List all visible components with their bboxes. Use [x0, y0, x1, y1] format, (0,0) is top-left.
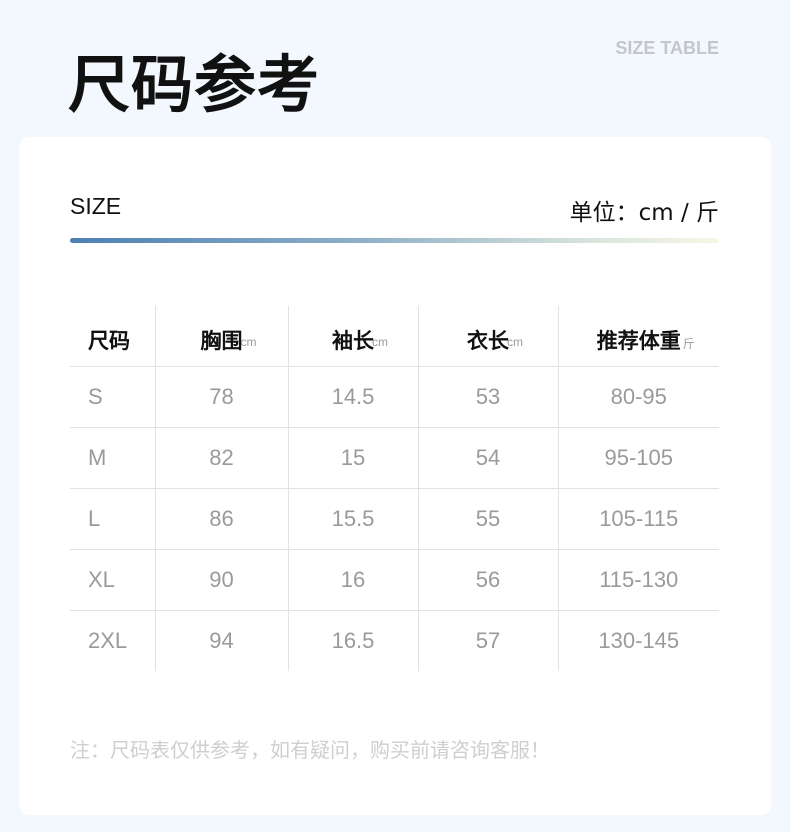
unit-label: 单位：cm / 斤	[569, 200, 719, 226]
table-row: M 82 15 54 95-105	[70, 427, 719, 489]
table-row: S 78 14.5 53 80-95	[70, 366, 719, 428]
page-title: 尺码参考	[68, 48, 321, 121]
table-cell: 82	[155, 427, 289, 489]
table-cell: 15	[288, 427, 419, 489]
size-card: SIZE 单位：cm / 斤 尺码 胸围 cm 袖长 cm 衣长 cm 推荐体重斤 S 78 14…	[19, 137, 771, 815]
size-table: 尺码 胸围 cm 袖长 cm 衣长 cm 推荐体重斤 S 78 14.5 53 80-95 M 82 15 5…	[70, 306, 719, 671]
table-cell: 54	[418, 427, 559, 489]
table-cell: 86	[155, 488, 289, 550]
column-header-label: 尺码	[88, 328, 130, 353]
table-row: XL 90 16 56 115-130	[70, 549, 719, 611]
table-cell: 16	[288, 549, 419, 611]
column-header: 推荐体重斤	[558, 306, 719, 367]
table-cell: 16.5	[288, 610, 419, 671]
unit-superscript: 斤	[682, 336, 695, 351]
column-header-label: 胸围 cm	[200, 328, 257, 353]
table-cell: 94	[155, 610, 289, 671]
table-cell: 2XL	[70, 610, 156, 671]
column-header: 尺码	[70, 306, 156, 367]
table-cell: 14.5	[288, 366, 419, 428]
table-cell: 105-115	[558, 488, 719, 550]
table-cell: 53	[418, 366, 559, 428]
column-header: 衣长 cm	[418, 306, 559, 367]
table-cell: L	[70, 488, 156, 550]
size-label: SIZE	[70, 193, 122, 219]
column-header-label: 衣长 cm	[467, 328, 523, 353]
table-cell: 90	[155, 549, 289, 611]
gradient-divider	[70, 238, 719, 243]
page-subtitle: SIZE TABLE	[615, 38, 719, 58]
table-cell: 56	[418, 549, 559, 611]
table-cell: 57	[418, 610, 559, 671]
unit-superscript: cm	[372, 334, 388, 349]
table-cell: 80-95	[558, 366, 719, 428]
column-header-label: 推荐体重斤	[596, 328, 695, 353]
table-cell: 15.5	[288, 488, 419, 550]
table-cell: 95-105	[558, 427, 719, 489]
column-header-label: 袖长 cm	[332, 328, 388, 353]
table-row: L 86 15.5 55 105-115	[70, 488, 719, 550]
table-cell: M	[70, 427, 156, 489]
unit-superscript: cm	[507, 334, 523, 349]
table-cell: 115-130	[558, 549, 719, 611]
unit-superscript: cm	[240, 334, 257, 349]
table-cell: 78	[155, 366, 289, 428]
table-cell: S	[70, 366, 156, 428]
column-header: 袖长 cm	[288, 306, 419, 367]
table-cell: 130-145	[598, 627, 680, 653]
table-row: 2XL 94 16.5 57 130-145	[70, 610, 719, 671]
table-cell: 55	[418, 488, 559, 550]
column-header: 胸围 cm	[155, 306, 289, 367]
note-text: 注：尺码表仅供参考，如有疑问，购买前请咨询客服！	[70, 738, 550, 762]
table-cell: XL	[70, 549, 156, 611]
